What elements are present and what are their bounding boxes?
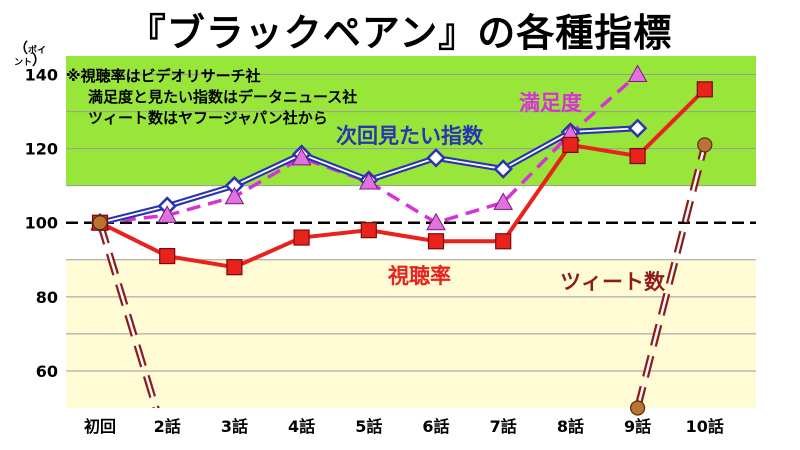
point-ratings [293,229,310,246]
point-satisfaction [493,192,514,210]
point-tweets [697,137,713,153]
legend-want-to-watch: 次回見たい指数 [336,124,483,148]
y-tick-label: 140 [25,66,58,85]
unit-text: ポイント [14,46,47,68]
x-tick-label: 7話 [490,417,517,436]
source-note-3: ツィート数はヤフージャパン社から [88,109,328,127]
source-note-1: ※視聴率はビデオリサーチ社 [66,67,261,85]
legend-ratings: 視聴率 [388,264,451,288]
line-ratings [99,87,707,270]
point-ratings [427,233,445,250]
x-tick-label: 初回 [84,417,116,436]
y-axis-unit: （ポイント） [14,41,54,69]
x-tick-label: 3話 [221,417,248,436]
point-ratings [159,247,176,265]
y-tick-label: 60 [36,362,58,381]
line-tweets-core [636,144,707,408]
point-tweets [629,400,646,416]
point-ratings [696,81,713,98]
unit-open-paren: （ [14,41,28,57]
source-note-2: 満足度と見たい指数はデータニュース社 [88,88,358,106]
point-ratings [226,259,243,276]
point-satisfaction [358,171,379,190]
y-tick-label: 100 [25,214,58,233]
x-tick-label: 10話 [686,417,724,436]
point-ratings [629,147,646,165]
point-satisfaction [224,186,245,205]
x-tick-label: 6話 [422,417,449,436]
point-ratings [562,136,579,154]
point-ratings [360,222,377,239]
point-tweets [92,215,108,231]
point-satisfaction [291,147,312,166]
source-notes: ※視聴率はビデオリサーチ社 満足度と見たい指数はデータニュース社 ツィート数はヤ… [66,66,357,129]
x-tick-label: 4話 [288,417,315,436]
point-satisfaction [627,64,648,83]
x-tick-label: 9話 [624,417,651,436]
unit-close-paren: ） [32,53,47,69]
line-tweets-core [98,222,158,408]
point-satisfaction [426,212,446,231]
chart-title: 『ブラックペアン』の各種指標 [127,11,673,55]
x-tick-label: 5話 [355,417,382,436]
point-want-to-watch [426,148,446,168]
legend-satisfaction: 満足度 [519,91,582,115]
legend-tweets: ツィート数 [560,270,665,294]
y-tick-label: 120 [25,140,58,159]
y-tick-label: 80 [36,288,58,307]
point-ratings [495,233,512,250]
point-satisfaction [157,205,178,223]
x-tick-label: 2話 [154,417,181,436]
point-want-to-watch [627,118,648,139]
x-tick-label: 8話 [557,417,584,436]
point-want-to-watch [493,159,513,179]
